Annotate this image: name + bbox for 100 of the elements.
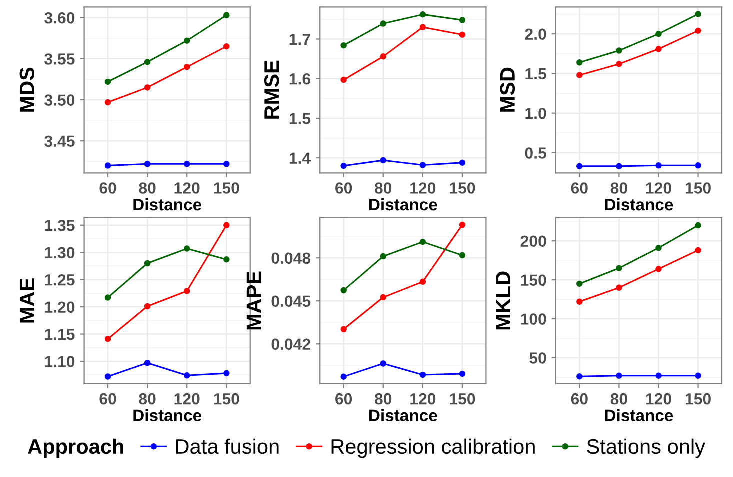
legend-label: Data fusion xyxy=(176,438,279,454)
x-tick-label: 80 xyxy=(139,393,156,405)
point xyxy=(616,163,622,170)
y-tick-label: 1.7 xyxy=(290,34,310,46)
x-tick-label: 150 xyxy=(450,182,476,194)
point xyxy=(380,294,387,301)
y-tick-label: 1.15 xyxy=(45,329,75,340)
point xyxy=(576,59,583,66)
point xyxy=(104,99,112,106)
point xyxy=(380,20,387,27)
point xyxy=(380,54,387,60)
point xyxy=(695,222,702,229)
point xyxy=(224,256,230,263)
point xyxy=(184,372,190,379)
y-tick-label: 0.042 xyxy=(272,338,310,350)
x-tick-label: 60 xyxy=(336,393,352,405)
point xyxy=(104,294,112,301)
point xyxy=(616,372,622,380)
point xyxy=(224,12,230,18)
point xyxy=(340,326,347,332)
y-tick-label: 3.45 xyxy=(44,136,75,148)
y-tick-label: 1.25 xyxy=(45,274,75,286)
point xyxy=(420,24,426,30)
point xyxy=(340,287,347,294)
y-tick-label: 100 xyxy=(521,314,546,325)
x-tick-label: 120 xyxy=(174,182,200,194)
y-tick-label: 1.20 xyxy=(45,302,75,313)
point xyxy=(459,222,466,228)
y-tick-label: 1.6 xyxy=(290,74,311,85)
x-tick-label: 80 xyxy=(375,393,392,405)
point xyxy=(576,72,583,78)
legend-label: Stations only xyxy=(587,438,706,458)
y-tick-label: 0.5 xyxy=(525,148,546,159)
point xyxy=(104,374,112,380)
point xyxy=(420,238,426,246)
y-tick-label: 3.55 xyxy=(44,54,75,65)
point xyxy=(144,360,151,366)
x-tick-label: 60 xyxy=(571,393,588,405)
x-tick-label: 120 xyxy=(646,182,672,194)
point xyxy=(144,59,151,66)
point xyxy=(576,163,583,170)
point xyxy=(616,61,622,68)
point xyxy=(656,162,662,169)
y-tick-label: 1.4 xyxy=(290,152,312,164)
y-tick-label: 1.5 xyxy=(290,113,311,124)
point xyxy=(144,84,151,91)
y-tick-label: 1.10 xyxy=(45,356,75,368)
x-tick-label: 60 xyxy=(571,182,588,194)
y-tick-label: 50 xyxy=(530,352,546,364)
y-tick-label: 3.50 xyxy=(44,94,75,106)
y-axis-title: MSD xyxy=(500,68,516,112)
point xyxy=(420,372,426,378)
x-tick-label: 150 xyxy=(686,393,711,405)
point xyxy=(224,160,230,168)
point xyxy=(695,372,702,380)
y-tick-label: 3.60 xyxy=(44,12,75,24)
y-tick-label: 200 xyxy=(520,236,546,248)
point xyxy=(420,162,426,168)
point xyxy=(340,374,347,380)
y-tick-label: 1.30 xyxy=(45,247,75,259)
point xyxy=(144,260,151,267)
point xyxy=(656,266,662,272)
point xyxy=(656,245,662,252)
point xyxy=(380,157,387,164)
x-tick-label: 120 xyxy=(646,393,672,405)
point xyxy=(340,76,347,84)
x-axis-title: Distance xyxy=(370,198,438,211)
y-axis-title: RMSE xyxy=(264,60,280,119)
point xyxy=(144,160,151,168)
point xyxy=(224,370,230,377)
point xyxy=(459,32,466,38)
point xyxy=(224,222,230,229)
point xyxy=(576,298,583,306)
x-axis-title: Distance xyxy=(370,409,438,422)
point xyxy=(420,278,426,286)
x-tick-label: 60 xyxy=(100,182,116,194)
y-tick-label: 1.35 xyxy=(45,220,75,232)
x-axis-title: Distance xyxy=(134,198,202,211)
y-tick-label: 150 xyxy=(521,274,546,286)
x-tick-label: 80 xyxy=(610,393,628,405)
y-tick-label: 1.0 xyxy=(526,108,546,120)
y-tick-label: 0.048 xyxy=(272,252,311,264)
y-tick-label: 2.0 xyxy=(525,28,546,40)
point xyxy=(656,30,662,38)
point xyxy=(576,280,583,288)
point xyxy=(224,43,230,50)
point xyxy=(695,162,702,169)
point xyxy=(340,42,347,49)
x-tick-label: 60 xyxy=(336,182,352,194)
legend-label: Regression calibration xyxy=(332,438,535,458)
point xyxy=(576,374,583,380)
point xyxy=(459,17,466,24)
point xyxy=(695,247,702,254)
point xyxy=(104,162,112,169)
point xyxy=(656,46,662,52)
point xyxy=(380,253,387,260)
point xyxy=(695,11,702,18)
point xyxy=(144,303,151,310)
point xyxy=(104,78,112,86)
point xyxy=(616,284,622,291)
